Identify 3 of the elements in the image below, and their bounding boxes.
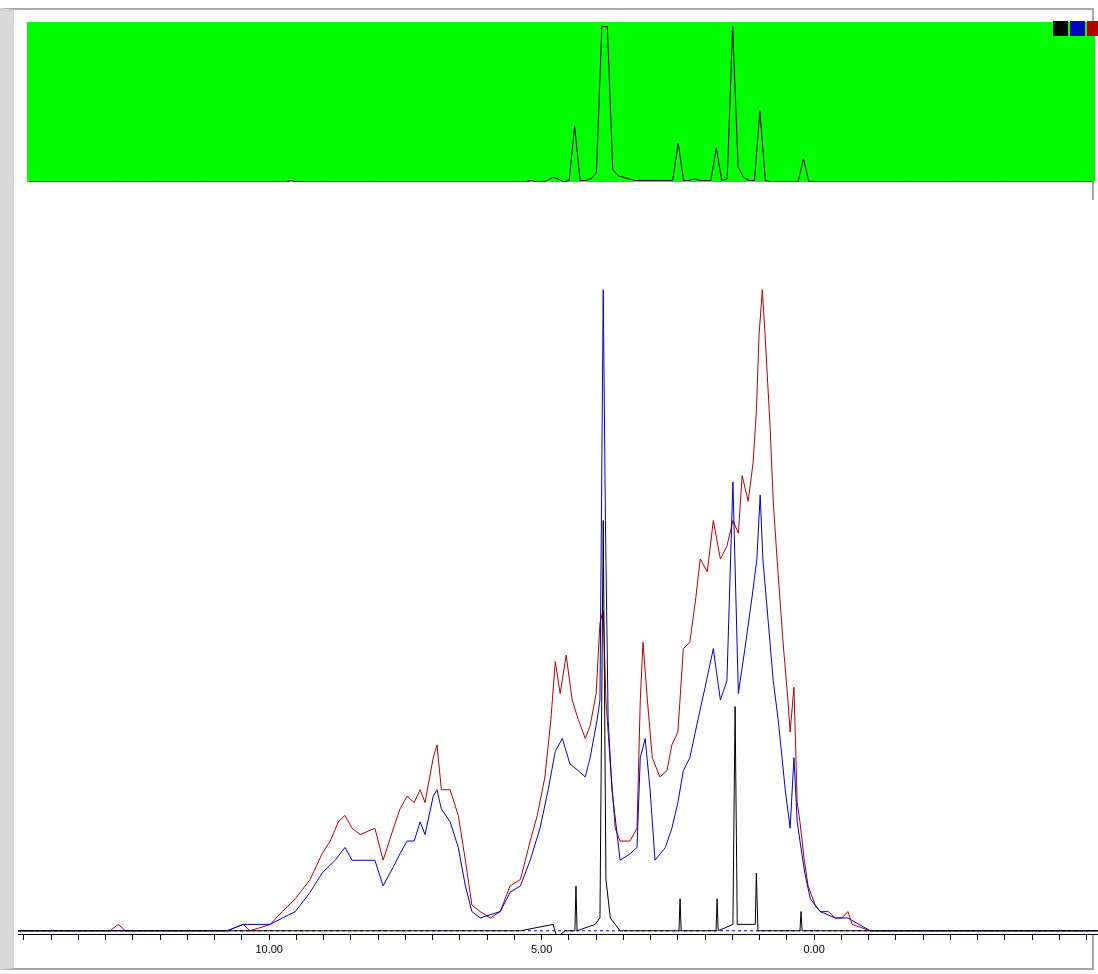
x-tick-label: 10.00	[255, 943, 283, 956]
x-tick-label: 0.00	[803, 943, 825, 956]
x-tick-label: 5.00	[530, 943, 553, 956]
